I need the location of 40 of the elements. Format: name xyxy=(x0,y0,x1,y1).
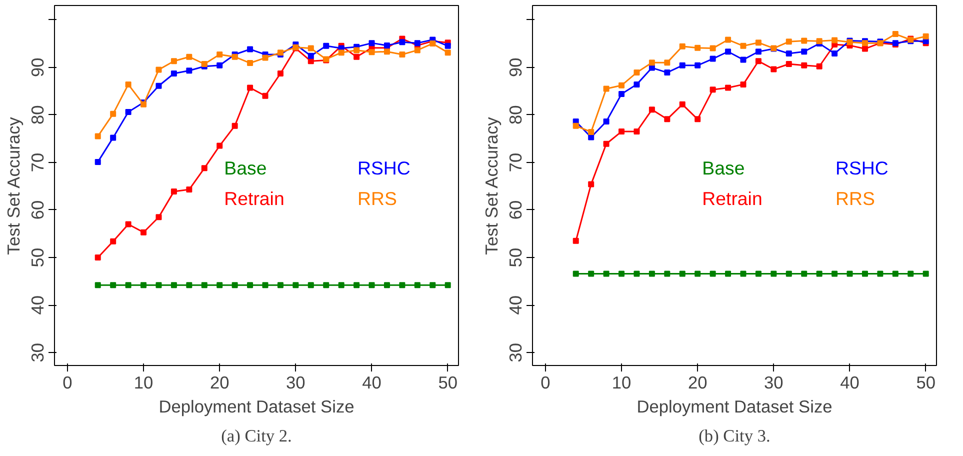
y-axis-title: Test Set Accuracy xyxy=(4,116,24,255)
y-tick-label: 40 xyxy=(28,295,48,315)
x-axis-title: Deployment Dataset Size xyxy=(158,396,354,416)
y-tick-label: 90 xyxy=(506,58,526,77)
text: RRS xyxy=(836,188,875,209)
x-tick-label: 0 xyxy=(540,372,550,392)
text: Base xyxy=(702,157,745,178)
x-axis-title: Deployment Dataset Size xyxy=(636,396,832,416)
x-tick-label: 30 xyxy=(286,372,306,392)
y-tick-label: 60 xyxy=(506,200,526,220)
text: (a) City 2. xyxy=(221,426,292,446)
x-tick-label: 40 xyxy=(362,372,382,392)
y-tick-label: 80 xyxy=(28,105,48,125)
x-tick-label: 20 xyxy=(210,372,230,392)
x-tick-label: 50 xyxy=(916,372,936,392)
text: RSHC xyxy=(836,157,888,178)
y-tick-label: 60 xyxy=(28,200,48,220)
y-tick-label: 70 xyxy=(28,152,48,172)
y-tick-label: 30 xyxy=(28,343,48,362)
y-tick-label: 40 xyxy=(506,295,526,315)
text: Base xyxy=(224,157,267,178)
y-axis-title: Test Set Accuracy xyxy=(482,116,502,255)
x-tick-label: 10 xyxy=(612,372,632,392)
x-tick-label: 0 xyxy=(62,372,72,392)
y-tick-label: 80 xyxy=(506,105,526,125)
text: RRS xyxy=(358,188,397,209)
x-tick-label: 10 xyxy=(134,372,154,392)
series-label: Retrain xyxy=(224,188,284,209)
y-tick-label: 70 xyxy=(506,152,526,172)
x-tick-label: 20 xyxy=(688,372,708,392)
x-tick-label: 40 xyxy=(840,372,860,392)
text: RSHC xyxy=(358,157,410,178)
x-tick-label: 30 xyxy=(764,372,784,392)
y-tick-label: 30 xyxy=(506,343,526,362)
y-tick-label: 50 xyxy=(28,248,48,268)
text: (b) City 3. xyxy=(698,426,770,446)
text: Retrain xyxy=(702,188,762,209)
y-tick-label: 90 xyxy=(28,58,48,77)
y-tick-label: 50 xyxy=(506,248,526,268)
x-tick-label: 50 xyxy=(438,372,458,392)
